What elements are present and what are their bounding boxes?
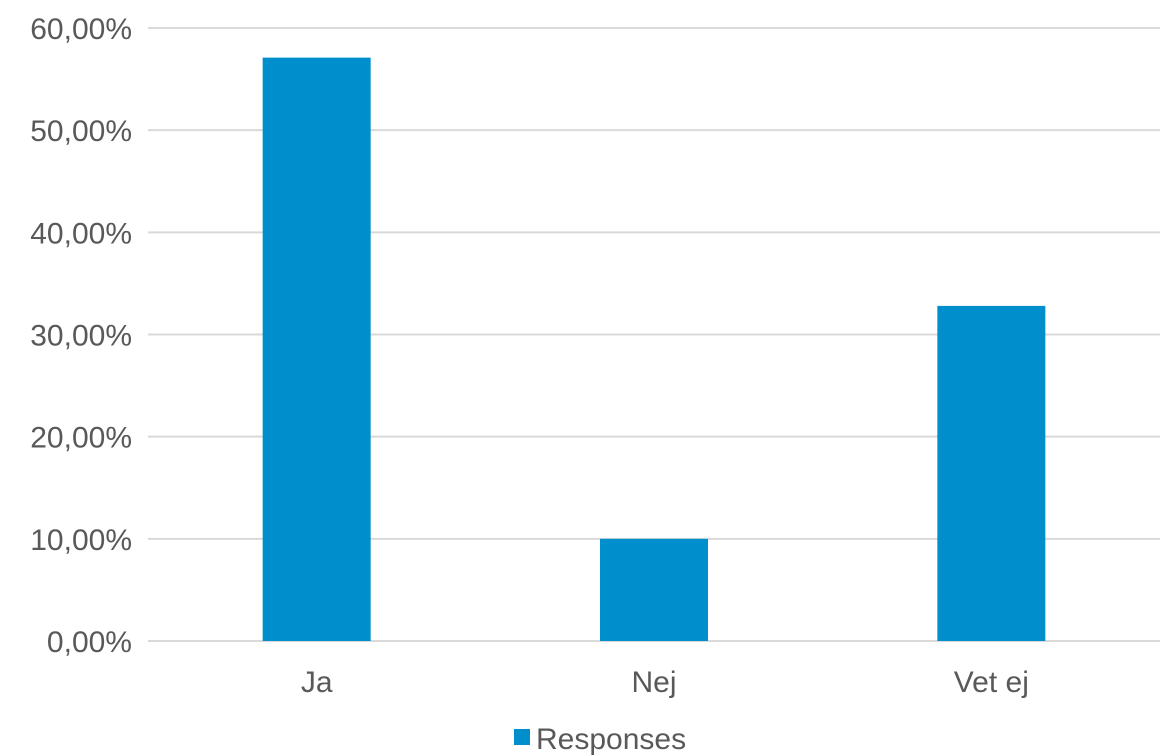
y-tick-label: 60,00%	[30, 13, 132, 46]
bars	[262, 57, 1046, 641]
y-tick-label: 40,00%	[30, 217, 132, 250]
x-axis-category-labels: Ja Nej Vet ej	[301, 666, 1029, 699]
legend-swatch	[514, 729, 530, 745]
y-tick-label: 0,00%	[47, 626, 132, 659]
y-tick-label: 10,00%	[30, 524, 132, 557]
x-category-label: Vet ej	[954, 666, 1029, 699]
bar-vet-ej	[937, 305, 1046, 641]
bar-nej	[600, 538, 708, 641]
y-axis-tick-labels: 0,00% 10,00% 20,00% 30,00% 40,00% 50,00% 60,00…	[30, 13, 132, 659]
x-category-label: Ja	[301, 666, 333, 699]
legend-label: Responses	[536, 723, 686, 756]
legend: Responses	[514, 723, 686, 756]
y-tick-label: 30,00%	[30, 320, 132, 353]
x-category-label: Nej	[631, 666, 676, 699]
y-tick-label: 50,00%	[30, 115, 132, 148]
bar-ja	[262, 57, 371, 641]
y-tick-label: 20,00%	[30, 422, 132, 455]
